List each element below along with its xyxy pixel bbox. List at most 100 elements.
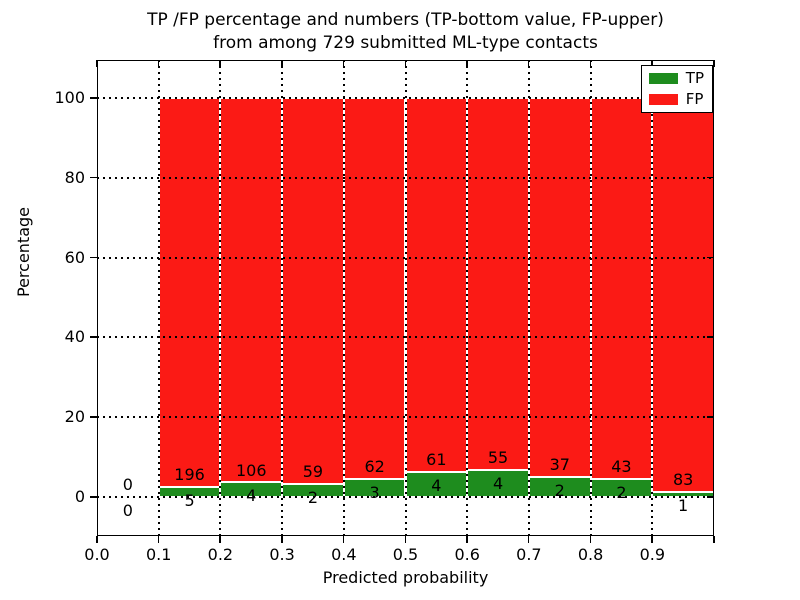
y-tick-mark bbox=[90, 416, 97, 418]
tp-legend-swatch bbox=[648, 73, 678, 84]
tp-count-label: 2 bbox=[616, 483, 627, 503]
x-tick-inner-top bbox=[466, 60, 468, 67]
y-tick-inner-right bbox=[707, 176, 714, 179]
tp-count-label: 2 bbox=[554, 480, 565, 500]
v-gridline bbox=[466, 60, 469, 536]
v-gridline bbox=[281, 60, 284, 536]
x-tick-label: 0.5 bbox=[392, 545, 419, 564]
tp-count-label: 5 bbox=[184, 491, 195, 511]
fp-legend-label: FP bbox=[685, 90, 704, 108]
y-tick-inner-right bbox=[707, 416, 714, 418]
v-gridline bbox=[404, 60, 407, 536]
tp-count-label: 4 bbox=[492, 473, 504, 493]
x-tick-mark bbox=[342, 536, 345, 543]
legend-entry-tp: TP bbox=[648, 69, 704, 87]
x-tick-mark bbox=[281, 536, 283, 543]
y-tick-label: 40 bbox=[64, 327, 85, 347]
bar-segment-fp bbox=[282, 98, 344, 484]
fp-count-label: 196 bbox=[174, 465, 205, 485]
legend-entry-fp: FP bbox=[648, 90, 704, 108]
x-tick-mark bbox=[219, 536, 221, 543]
bar-segment-fp bbox=[220, 98, 283, 483]
x-tick-mark bbox=[527, 536, 530, 543]
x-tick-label: 0.9 bbox=[639, 545, 666, 564]
v-gridline bbox=[589, 60, 592, 536]
x-tick-inner-top bbox=[157, 60, 160, 67]
y-tick-mark bbox=[90, 336, 97, 338]
v-gridline bbox=[527, 60, 530, 536]
x-tick-label: 0.7 bbox=[516, 545, 542, 564]
fp-count-label: 37 bbox=[549, 454, 570, 474]
chart-title-line1: TP /FP percentage and numbers (TP-bottom… bbox=[147, 10, 664, 30]
tp-legend-label: TP bbox=[685, 69, 704, 87]
y-tick-inner-right bbox=[707, 336, 714, 338]
x-tick-inner-top bbox=[404, 60, 407, 67]
x-tick-mark bbox=[589, 536, 592, 543]
fp-count-label: 61 bbox=[426, 450, 447, 470]
v-gridline bbox=[219, 60, 222, 536]
x-tick-label: 0.6 bbox=[454, 545, 480, 564]
tp-count-label: 2 bbox=[307, 487, 319, 507]
bar-segment-fp bbox=[590, 98, 653, 480]
y-tick-inner-right bbox=[707, 256, 714, 259]
bar-segment-fp bbox=[343, 98, 406, 479]
x-tick-mark bbox=[713, 536, 715, 543]
legend: TP FP bbox=[640, 65, 713, 113]
y-tick-inner-right bbox=[707, 496, 714, 498]
bar-segment-fp bbox=[652, 98, 714, 493]
tp-count-label: 4 bbox=[246, 486, 257, 506]
chart-title: TP /FP percentage and numbers (TP-bottom… bbox=[97, 9, 714, 55]
x-tick-inner-top bbox=[589, 60, 592, 67]
x-tick-inner-top bbox=[342, 60, 345, 67]
fp-legend-swatch bbox=[648, 94, 678, 105]
tp-count-label: 3 bbox=[369, 482, 380, 502]
bar-segment-fp bbox=[405, 98, 468, 473]
x-tick-inner-top bbox=[713, 60, 715, 67]
v-gridline bbox=[651, 60, 654, 536]
y-tick-label: 80 bbox=[64, 167, 85, 187]
bar-segment-fp bbox=[158, 98, 221, 488]
y-tick-label: 100 bbox=[54, 88, 85, 107]
fp-count-label: 83 bbox=[672, 470, 694, 490]
x-tick-label: 0.0 bbox=[84, 545, 110, 564]
chart-title-line2: from among 729 submitted ML-type contact… bbox=[213, 33, 598, 53]
v-gridline bbox=[157, 60, 160, 536]
y-tick-mark bbox=[90, 176, 97, 179]
tp-count-label: 0 bbox=[122, 501, 133, 520]
fp-count-label: 55 bbox=[487, 447, 509, 467]
y-tick-mark bbox=[90, 97, 97, 99]
x-tick-mark bbox=[466, 536, 468, 543]
fp-count-label: 59 bbox=[302, 461, 324, 481]
y-tick-label: 0 bbox=[74, 487, 85, 506]
x-tick-inner-top bbox=[281, 60, 283, 67]
x-tick-mark bbox=[651, 536, 653, 543]
bar-segment-fp bbox=[467, 98, 529, 470]
y-tick-label: 20 bbox=[64, 407, 85, 427]
x-axis-label: Predicted probability bbox=[322, 568, 489, 587]
y-tick-mark bbox=[90, 256, 97, 259]
x-tick-inner-top bbox=[219, 60, 221, 67]
x-tick-label: 0.3 bbox=[269, 545, 295, 564]
x-tick-mark bbox=[404, 536, 407, 543]
bar-segment-fp bbox=[528, 98, 591, 477]
v-gridline bbox=[342, 60, 345, 536]
fp-count-label: 43 bbox=[611, 457, 632, 477]
x-tick-label: 0.4 bbox=[331, 545, 357, 564]
x-tick-mark bbox=[96, 536, 98, 543]
fp-count-label: 106 bbox=[235, 460, 267, 480]
x-tick-label: 0.8 bbox=[577, 545, 604, 564]
y-tick-label: 60 bbox=[64, 247, 85, 267]
x-tick-inner-top bbox=[527, 60, 530, 67]
x-tick-mark bbox=[157, 536, 160, 543]
plot-area: 0 0 196 5 106 4 59 2 62 3 61 4 55 4 37 2 43 2 83 1 TP FP bbox=[96, 60, 715, 536]
fp-count-label: 0 bbox=[122, 475, 133, 494]
x-tick-inner-top bbox=[651, 60, 653, 67]
x-tick-label: 0.1 bbox=[145, 545, 172, 564]
y-tick-mark bbox=[90, 496, 97, 498]
tp-count-label: 1 bbox=[678, 496, 689, 516]
x-tick-label: 0.2 bbox=[207, 545, 234, 564]
x-tick-inner-top bbox=[96, 60, 98, 67]
tp-count-label: 4 bbox=[431, 476, 442, 496]
fp-count-label: 62 bbox=[364, 456, 385, 476]
